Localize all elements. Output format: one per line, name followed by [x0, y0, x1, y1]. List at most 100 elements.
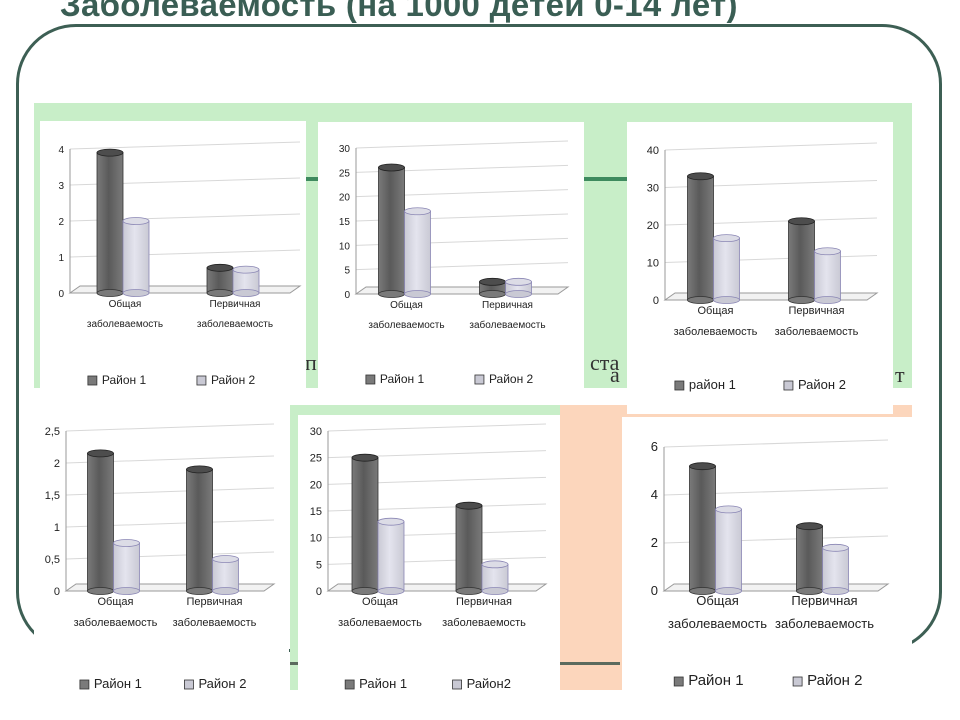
chart-panel-6: 0 2 4 6 Общая заболеваемость Первичная заболева…	[622, 417, 912, 707]
background-text-fragment: п	[305, 350, 317, 375]
bar-series-2	[715, 505, 742, 595]
x-category-label: Первичная заболеваемость	[775, 593, 874, 631]
bar-series-2	[212, 555, 239, 595]
legend-swatch	[344, 679, 355, 690]
y-tick-label: 10	[339, 241, 351, 252]
x-category-label: Первичная заболеваемость	[197, 299, 273, 330]
bar-series-1	[788, 217, 815, 304]
legend-label: Район 1	[359, 676, 407, 691]
y-tick-label: 1	[58, 253, 64, 264]
y-tick-label: 0,5	[45, 554, 60, 566]
legend-swatch	[79, 679, 90, 690]
bar-series-1	[87, 449, 114, 595]
y-tick-label: 10	[647, 258, 659, 270]
y-tick-label: 30	[339, 144, 351, 155]
bar-series-2	[377, 517, 405, 595]
y-tick-label: 6	[651, 439, 658, 454]
legend-swatch	[474, 374, 485, 385]
x-category-label: Общая заболеваемость	[368, 299, 444, 331]
y-tick-label: 15	[310, 506, 322, 518]
legend-label: Район 1	[102, 373, 147, 387]
y-tick-label: 5	[344, 266, 350, 277]
bar-series-2	[713, 234, 740, 304]
y-tick-label: 0	[653, 295, 659, 307]
x-category-label: Первичная заболеваемость	[469, 300, 545, 331]
gridline	[69, 141, 301, 150]
bar-series-2	[232, 265, 260, 297]
legend-swatch	[783, 380, 794, 391]
y-tick-label: 1	[54, 522, 60, 534]
legend-swatch	[196, 375, 207, 386]
chart-5: 0 5 10 15 20 25 30 Общая заболеваемость Первичная…	[310, 423, 548, 691]
chart-panel-3: 0 10 20 30 40 Общая заболеваемость Первичная заб…	[627, 122, 893, 414]
x-category-label: Общая заболеваемость	[74, 596, 158, 629]
y-tick-label: 0	[58, 289, 64, 300]
chart-panel-5: 0 5 10 15 20 25 30 Общая заболеваемость Первичная…	[298, 415, 560, 705]
chart-4: 0 0,5 1 1,5 2 2,5 Общая заболеваемость Первичная…	[45, 423, 276, 691]
bar-series-1	[96, 148, 124, 297]
y-tick-label: 1,5	[45, 490, 60, 502]
legend-label: Район 1	[380, 372, 425, 386]
legend-swatch	[792, 676, 803, 687]
y-tick-label: 20	[339, 193, 351, 204]
y-tick-label: 25	[339, 168, 351, 179]
x-category-label: Общая заболеваемость	[87, 298, 163, 330]
y-tick-label: 30	[310, 426, 322, 438]
bar-series-2	[481, 560, 509, 595]
gridline	[664, 142, 878, 151]
bar-series-1	[455, 501, 483, 595]
chart-panel-4: 0 0,5 1 1,5 2 2,5 Общая заболеваемость Первичная…	[34, 415, 289, 705]
legend-label: Район 2	[211, 373, 256, 387]
bar-series-1	[206, 263, 234, 297]
legend-label: Район 1	[688, 672, 743, 689]
legend: Район 1 Район 2	[673, 672, 862, 689]
chart-3: 0 10 20 30 40 Общая заболеваемость Первичная заб…	[647, 142, 879, 392]
legend-label: район 1	[689, 377, 736, 392]
legend: Район 1 Район 2	[365, 372, 534, 386]
x-category-label: Первичная заболеваемость	[442, 596, 526, 629]
y-tick-label: 30	[647, 183, 659, 195]
chart-1: 0 1 2 3 4 Общая заболеваемость Первичная заболев…	[58, 141, 302, 387]
legend: Район 1 Район 2	[87, 373, 256, 387]
legend-swatch	[365, 374, 376, 385]
legend-swatch	[87, 375, 98, 386]
bar-series-1	[351, 453, 379, 595]
y-tick-label: 2	[58, 217, 64, 228]
y-tick-label: 0	[316, 586, 322, 598]
y-tick-label: 40	[647, 145, 659, 157]
legend-swatch	[184, 679, 194, 690]
y-tick-label: 20	[310, 479, 322, 491]
chart-panel-2: 0 5 10 15 20 25 30 Общая заболеваемость Первичная…	[318, 122, 584, 400]
legend: Район 1 Район2	[344, 676, 511, 691]
legend-swatch	[674, 380, 685, 391]
bar-series-1	[687, 172, 714, 304]
legend-swatch	[452, 679, 462, 690]
y-tick-label: 4	[58, 145, 64, 156]
legend-label: Район 2	[798, 377, 846, 392]
legend-label: Район 2	[807, 672, 862, 689]
x-category-label: Общая заболеваемость	[668, 593, 767, 631]
gridline	[65, 423, 275, 432]
y-tick-label: 2,5	[45, 426, 60, 438]
y-tick-label: 4	[651, 487, 658, 502]
bar-series-1	[186, 465, 213, 595]
bar-series-1	[796, 522, 823, 595]
x-category-label: Первичная заболеваемость	[775, 305, 859, 338]
bar-series-2	[113, 539, 140, 595]
bar-series-1	[378, 163, 405, 298]
legend: район 1 Район 2	[674, 377, 846, 392]
y-tick-label: 2	[651, 535, 658, 550]
x-category-label: Общая заболеваемость	[338, 596, 422, 629]
legend-label: Район 2	[489, 372, 534, 386]
background-text-fragment: т	[895, 362, 905, 387]
gridline	[355, 140, 569, 149]
background-text-fragment: ста	[590, 350, 620, 375]
legend-swatch	[673, 676, 684, 687]
bar-series-2	[814, 247, 841, 304]
y-tick-label: 15	[339, 217, 351, 228]
bar-series-2	[404, 207, 431, 298]
gridline	[663, 439, 889, 448]
gridline	[327, 423, 547, 432]
legend-label: Район 2	[198, 676, 246, 691]
